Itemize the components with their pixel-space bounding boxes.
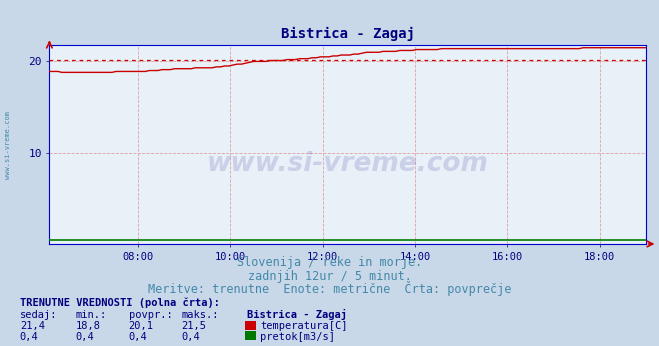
Text: 0,4: 0,4 [181,332,200,342]
Text: 0,4: 0,4 [76,332,94,342]
Text: 0,4: 0,4 [20,332,38,342]
Text: sedaj:: sedaj: [20,310,57,320]
Text: www.si-vreme.com: www.si-vreme.com [207,151,488,177]
Text: maks.:: maks.: [181,310,219,320]
Text: zadnjih 12ur / 5 minut.: zadnjih 12ur / 5 minut. [248,270,411,283]
Text: 20,1: 20,1 [129,321,154,331]
Text: 0,4: 0,4 [129,332,147,342]
Text: TRENUTNE VREDNOSTI (polna črta):: TRENUTNE VREDNOSTI (polna črta): [20,298,219,308]
Text: pretok[m3/s]: pretok[m3/s] [260,332,335,342]
Text: www.si-vreme.com: www.si-vreme.com [5,111,11,179]
Text: min.:: min.: [76,310,107,320]
Text: 21,4: 21,4 [20,321,45,331]
Text: Slovenija / reke in morje.: Slovenija / reke in morje. [237,256,422,270]
Text: temperatura[C]: temperatura[C] [260,321,348,331]
Text: Meritve: trenutne  Enote: metrične  Črta: povprečje: Meritve: trenutne Enote: metrične Črta: … [148,281,511,296]
Text: 18,8: 18,8 [76,321,101,331]
Text: 21,5: 21,5 [181,321,206,331]
Title: Bistrica - Zagaj: Bistrica - Zagaj [281,27,415,41]
Text: povpr.:: povpr.: [129,310,172,320]
Text: Bistrica - Zagaj: Bistrica - Zagaj [247,309,347,320]
